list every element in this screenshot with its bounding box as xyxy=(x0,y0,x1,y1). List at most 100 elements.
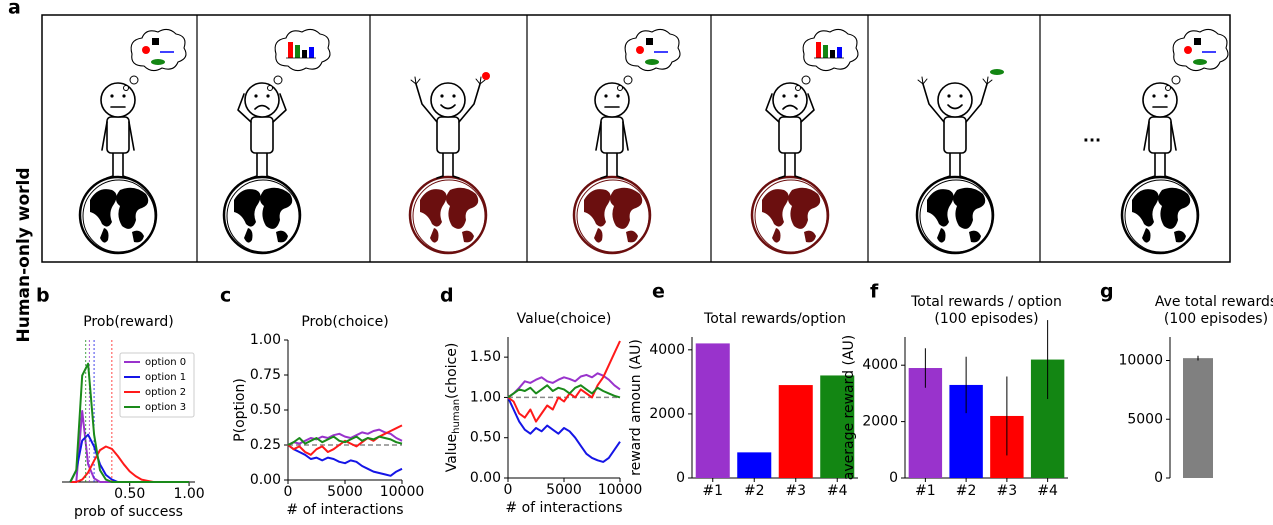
panel-label: g xyxy=(1100,281,1114,303)
eye xyxy=(1164,94,1168,98)
continent xyxy=(804,230,816,243)
body xyxy=(600,116,624,154)
bar xyxy=(778,385,813,478)
continent xyxy=(1132,189,1159,227)
arms xyxy=(595,121,629,151)
legs xyxy=(778,151,802,179)
globe-ring xyxy=(754,179,828,253)
series-line xyxy=(69,362,190,483)
y-label-main: reward amoun (AU) xyxy=(628,339,644,476)
icon xyxy=(309,47,314,58)
continent xyxy=(953,187,986,229)
continent xyxy=(1142,228,1151,243)
x-tick-label: #3 xyxy=(997,483,1018,499)
icon xyxy=(1184,46,1192,54)
icon xyxy=(823,45,828,58)
y-tick-label: 0 xyxy=(1154,470,1163,486)
x-tick-label: #4 xyxy=(1037,483,1058,499)
mouth xyxy=(947,104,963,110)
head xyxy=(244,82,280,118)
series-line xyxy=(507,372,621,399)
y-tick-label: 2000 xyxy=(862,414,898,430)
eye xyxy=(1152,94,1156,98)
continent xyxy=(446,187,479,229)
y-axis-label: average reward (AU) xyxy=(841,335,857,480)
y-tick-label: 0.50 xyxy=(250,402,281,418)
bubble-dot xyxy=(273,75,283,85)
ellipsis: ... xyxy=(1083,127,1101,146)
x-tick-label: #4 xyxy=(827,483,848,499)
continent xyxy=(788,187,821,229)
chart-title: Prob(choice) xyxy=(301,314,388,330)
continent xyxy=(462,230,474,243)
series-line xyxy=(507,384,621,399)
continent xyxy=(260,187,293,229)
bar xyxy=(1183,358,1213,478)
panel-label: d xyxy=(440,285,454,307)
continent xyxy=(430,228,439,243)
bubble-dot xyxy=(123,85,129,91)
x-tick-label: 5000 xyxy=(327,484,363,500)
eye xyxy=(959,94,963,98)
head xyxy=(772,82,808,118)
bubble xyxy=(1172,28,1229,72)
eye xyxy=(616,94,620,98)
continent xyxy=(1158,187,1191,229)
body xyxy=(943,116,967,154)
y-tick-label: 1.50 xyxy=(470,349,501,365)
x-axis-label: prob of success xyxy=(74,504,183,520)
legend-label: option 2 xyxy=(145,387,186,398)
y-axis-label: P(option) xyxy=(232,378,248,442)
cartoon xyxy=(408,72,490,255)
bubble-dot xyxy=(795,85,801,91)
side-label: Human-only world xyxy=(14,167,34,342)
reward xyxy=(990,69,1004,75)
continent xyxy=(927,189,954,227)
icon xyxy=(1193,59,1207,65)
cartoon xyxy=(750,28,859,255)
series-line xyxy=(287,435,403,446)
x-axis-label: # of interactions xyxy=(505,500,622,516)
bubble-dot xyxy=(1171,75,1181,85)
y-tick-label: 1.00 xyxy=(470,389,501,405)
chart-title: Ave total rewards xyxy=(1155,294,1273,310)
series-line xyxy=(287,444,403,477)
x-tick-label: 10000 xyxy=(380,484,425,500)
chart-title: Total rewards/option xyxy=(703,311,846,327)
continent xyxy=(100,228,109,243)
bubble xyxy=(624,28,681,72)
cartoon xyxy=(915,69,1004,255)
globe-ring xyxy=(82,179,156,253)
eye xyxy=(440,94,444,98)
mouth xyxy=(782,104,798,110)
bubble-dot xyxy=(623,75,633,85)
x-tick-label: #2 xyxy=(744,483,765,499)
bar xyxy=(737,452,772,478)
eye xyxy=(266,94,270,98)
y-tick-label: 2000 xyxy=(649,406,685,422)
series-line xyxy=(507,396,621,463)
y-tick-label: 4000 xyxy=(649,342,685,358)
continent xyxy=(610,187,643,229)
continent xyxy=(937,228,946,243)
icon xyxy=(142,46,150,54)
arms xyxy=(1143,121,1177,151)
panel-label: f xyxy=(870,281,879,303)
panel-label: c xyxy=(220,285,231,307)
chart-title: Value(choice) xyxy=(517,311,612,327)
y-label-main: P(option) xyxy=(232,378,248,442)
continent xyxy=(90,189,117,227)
continent xyxy=(234,189,261,227)
continent xyxy=(594,228,603,243)
arms xyxy=(237,93,287,123)
body xyxy=(106,116,130,154)
icon xyxy=(152,38,159,45)
fingers xyxy=(410,76,486,85)
chart-title: (100 episodes) xyxy=(1164,311,1268,327)
y-tick-label: 1.00 xyxy=(250,332,281,348)
legend-label: option 1 xyxy=(145,372,186,383)
bubble-dot xyxy=(267,85,273,91)
panel-label: a xyxy=(8,0,21,19)
legs xyxy=(1148,151,1172,179)
